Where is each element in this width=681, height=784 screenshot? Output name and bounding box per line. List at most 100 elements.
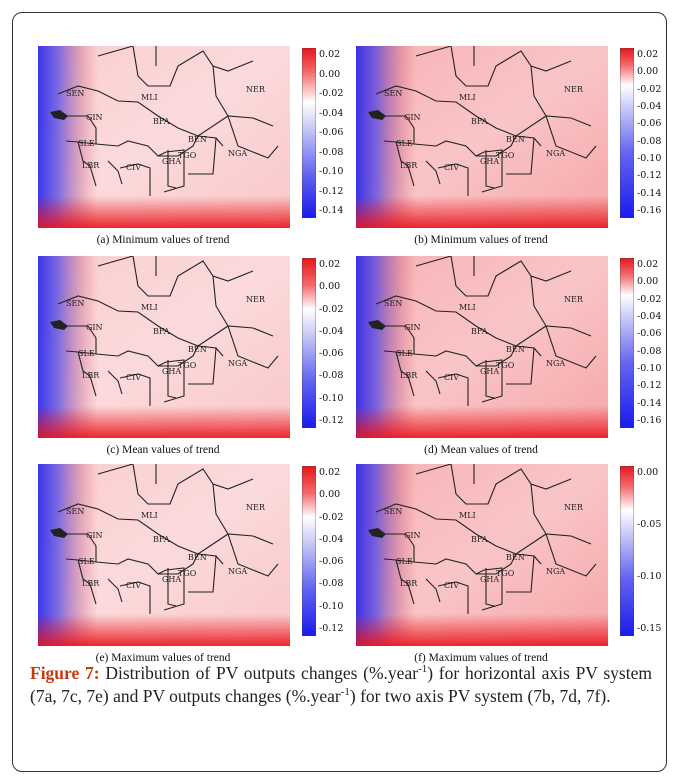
colorbar-tick-label: -0.10 xyxy=(319,600,344,612)
country-label-lbr: LBR xyxy=(82,161,100,170)
caption-part3: ) for two axis PV system (7b, 7d, 7f). xyxy=(349,686,611,706)
figure-label: Figure 7: xyxy=(30,663,100,683)
country-label-sen: SEN xyxy=(66,89,84,98)
country-label-ner: NER xyxy=(246,85,266,94)
country-label-sle: SLE xyxy=(78,557,95,566)
colorbar-tick-label: -0.04 xyxy=(319,107,344,119)
map-panel-1: MLI NER SEN GIN BFA BEN TGO SLE LBR CIV GHA NGA 0.0… xyxy=(38,46,348,246)
colorbar-tick-label: -0.05 xyxy=(637,519,662,530)
colorbar xyxy=(302,258,316,428)
country-label-lbr: LBR xyxy=(400,371,418,380)
colorbar-tick-label: 0.00 xyxy=(637,276,659,288)
colorbar-tick-label: -0.02 xyxy=(319,511,344,523)
country-label-gin: GIN xyxy=(404,113,421,122)
colorbar-tick-label: -0.04 xyxy=(637,101,662,112)
subfigure-caption: (c) Mean values of trend xyxy=(106,444,220,456)
country-label-bfa: BFA xyxy=(471,535,488,544)
subfigure-caption: (e) Maximum values of trend xyxy=(95,652,231,664)
country-label-bfa: BFA xyxy=(471,117,488,126)
country-label-gha: GHA xyxy=(162,575,181,584)
country-label-gha: GHA xyxy=(162,367,181,376)
colorbar-tick-label: -0.04 xyxy=(637,311,662,322)
country-label-bfa: BFA xyxy=(153,117,170,126)
country-label-mli: MLI xyxy=(459,93,476,102)
country-label-bfa: BFA xyxy=(471,327,488,336)
colorbar-tick-label: -0.15 xyxy=(637,623,662,634)
colorbar-tick-label: -0.06 xyxy=(319,556,344,568)
country-label-lbr: LBR xyxy=(82,579,100,588)
country-label-gin: GIN xyxy=(86,531,103,540)
figure-caption: Figure 7: Distribution of PV outputs cha… xyxy=(30,662,652,708)
colorbar-tick-label: -0.08 xyxy=(637,345,662,357)
country-label-ben: BEN xyxy=(506,345,525,354)
country-label-bfa: BFA xyxy=(153,535,170,544)
colorbar-tick-label: -0.02 xyxy=(637,293,662,305)
colorbar xyxy=(620,466,634,636)
country-label-tgo: TGO xyxy=(178,151,197,160)
subfigure-caption: (b) Minimum values of trend xyxy=(414,234,548,246)
country-label-ner: NER xyxy=(564,85,584,94)
country-label-nga: NGA xyxy=(546,359,565,368)
colorbar-tick-label: 0.02 xyxy=(637,49,659,60)
colorbar-tick-label: 0.00 xyxy=(637,66,659,78)
colorbar-tick-label: 0.00 xyxy=(319,489,341,501)
colorbar-tick-label: 0.02 xyxy=(319,49,341,60)
colorbar-tick-label: 0.02 xyxy=(637,259,659,270)
colorbar-tick-label: 0.00 xyxy=(319,68,341,80)
map-panel-3: MLI NER SEN GIN BFA BEN TGO SLE LBR CIV GHA NGA 0.0… xyxy=(38,256,348,456)
country-label-gha: GHA xyxy=(162,157,181,166)
map-panel-2: MLI NER SEN GIN BFA BEN TGO SLE LBR CIV GHA NGA 0.0… xyxy=(356,46,666,246)
country-label-gha: GHA xyxy=(480,367,499,376)
country-label-ner: NER xyxy=(564,295,584,304)
colorbar-tick-label: 0.02 xyxy=(319,259,341,270)
country-label-lbr: LBR xyxy=(82,371,100,380)
caption-sup2: -1 xyxy=(340,686,350,699)
country-label-civ: CIV xyxy=(444,581,459,590)
country-label-ner: NER xyxy=(564,503,584,512)
country-label-civ: CIV xyxy=(444,163,459,172)
colorbar-tick-label: -0.12 xyxy=(319,185,344,197)
country-label-sen: SEN xyxy=(66,299,84,308)
colorbar-tick-label: -0.08 xyxy=(637,135,662,147)
colorbar-tick-label: -0.02 xyxy=(319,88,344,99)
subfigure-caption: (f) Maximum values of trend xyxy=(414,652,548,664)
trend-map: MLI NER SEN GIN BFA BEN TGO SLE LBR CIV GHA NGA xyxy=(38,464,290,646)
caption-part1: Distribution of PV outputs changes (%.ye… xyxy=(99,663,419,683)
country-label-sen: SEN xyxy=(384,299,402,308)
country-label-gin: GIN xyxy=(404,531,421,540)
country-label-lbr: LBR xyxy=(400,579,418,588)
country-label-mli: MLI xyxy=(141,303,158,312)
country-label-ner: NER xyxy=(246,503,266,512)
country-label-tgo: TGO xyxy=(178,569,197,578)
country-label-sen: SEN xyxy=(384,89,402,98)
colorbar-tick-label: 0.00 xyxy=(637,467,659,478)
caption-part2: ) for horizontal axis PV system (7a, 7c,… xyxy=(30,663,652,706)
country-label-civ: CIV xyxy=(126,163,141,172)
country-label-sen: SEN xyxy=(384,507,402,516)
trend-map: MLI NER SEN GIN BFA BEN TGO SLE LBR CIV GHA NGA xyxy=(356,46,608,228)
trend-map: MLI NER SEN GIN BFA BEN TGO SLE LBR CIV GHA NGA xyxy=(356,464,608,646)
country-label-mli: MLI xyxy=(141,511,158,520)
country-label-ben: BEN xyxy=(506,135,525,144)
colorbar xyxy=(302,48,316,218)
country-label-civ: CIV xyxy=(444,373,459,382)
map-panel-6: MLI NER SEN GIN BFA BEN TGO SLE LBR CIV GHA NGA 0.0… xyxy=(356,464,666,664)
colorbar-tick-label: -0.02 xyxy=(637,83,662,95)
country-label-ben: BEN xyxy=(506,553,525,562)
colorbar-tick-label: -0.14 xyxy=(319,205,344,216)
trend-map: MLI NER SEN GIN BFA BEN TGO SLE LBR CIV GHA NGA xyxy=(356,256,608,438)
country-label-lbr: LBR xyxy=(400,161,418,170)
subfigure-caption: (d) Mean values of trend xyxy=(424,444,538,456)
country-label-nga: NGA xyxy=(228,149,247,158)
country-label-civ: CIV xyxy=(126,581,141,590)
colorbar-tick-label: -0.06 xyxy=(637,328,662,340)
colorbar-tick-label: -0.12 xyxy=(319,415,344,426)
country-label-nga: NGA xyxy=(228,359,247,368)
colorbar-tick-label: -0.08 xyxy=(319,146,344,158)
colorbar-tick-label: -0.06 xyxy=(319,127,344,138)
colorbar-tick-label: -0.08 xyxy=(319,370,344,382)
colorbar-tick-label: -0.10 xyxy=(637,153,662,164)
country-label-mli: MLI xyxy=(141,93,158,102)
country-label-tgo: TGO xyxy=(178,361,197,370)
country-label-sle: SLE xyxy=(396,557,413,566)
